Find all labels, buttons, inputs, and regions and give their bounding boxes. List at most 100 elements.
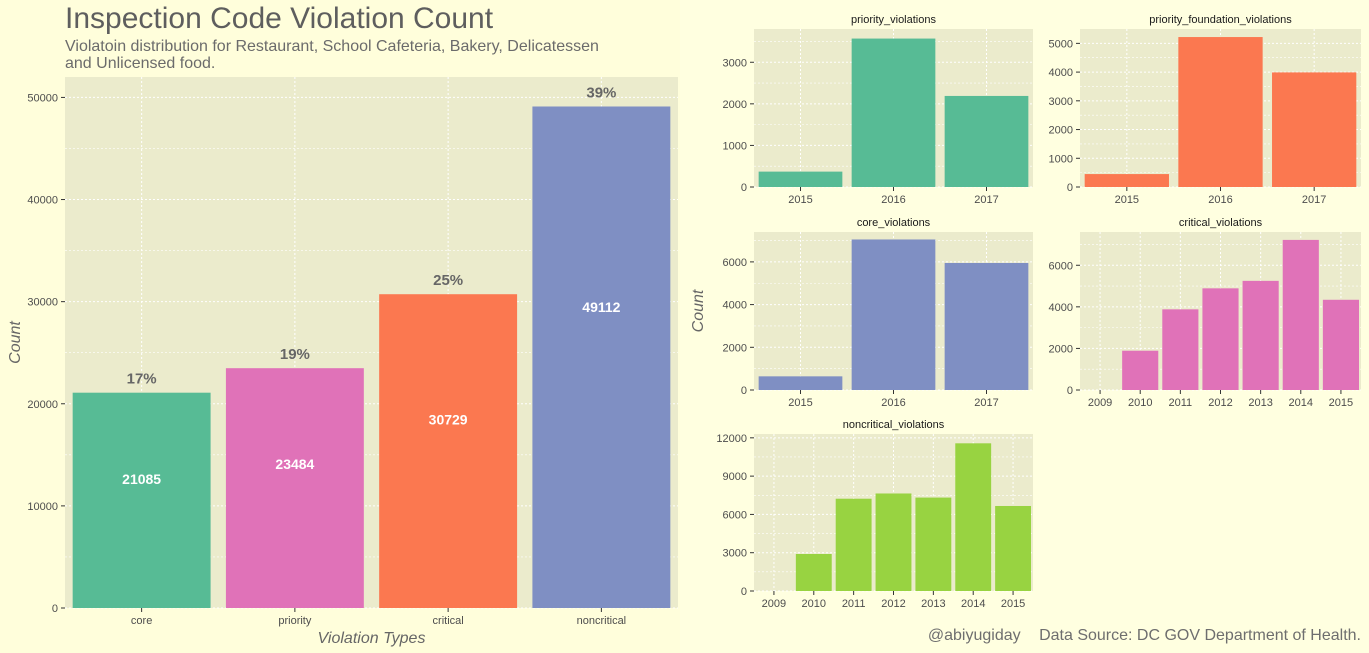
core_violations-ytick-label: 0: [741, 385, 747, 397]
overall-percent-label-priority: 19%: [280, 346, 310, 363]
noncritical_violations-ytick-label: 12000: [716, 433, 747, 445]
core_violations-xtick-label-2016: 2016: [881, 397, 905, 409]
noncritical_violations-xtick-label-2010: 2010: [802, 598, 826, 610]
core_violations-bar-2017: [944, 262, 1029, 390]
overall-bar-noncritical: [532, 106, 671, 609]
critical_violations-xtick-label-2011: 2011: [1169, 397, 1193, 409]
critical_violations-xtick-label-2015: 2015: [1329, 397, 1353, 409]
noncritical_violations-ytick-label: 0: [741, 586, 747, 598]
priority_violations-xtick-label-2016: 2016: [881, 194, 905, 206]
noncritical_violations-facet-title: noncritical_violations: [843, 419, 945, 431]
overall-percent-label-critical: 25%: [433, 272, 463, 289]
critical_violations-ytick-label: 2000: [1049, 343, 1073, 355]
critical_violations-xtick-label-2013: 2013: [1248, 397, 1272, 409]
priority_foundation_violations-facet-title: priority_foundation_violations: [1149, 14, 1292, 26]
data-source-credit: Data Source: DC GOV Department of Health…: [1039, 627, 1361, 644]
critical_violations-bar-2012: [1202, 288, 1239, 390]
priority_foundation_violations-ytick-label: 3000: [1049, 96, 1073, 108]
overall-y-axis-label: Count: [7, 321, 24, 364]
critical_violations-xtick-label-2009: 2009: [1088, 397, 1112, 409]
overall-percent-label-noncritical: 39%: [586, 84, 616, 101]
priority_foundation_violations-bar-2016: [1178, 37, 1263, 187]
overall-bar-core: [72, 392, 211, 608]
overall-xtick-label-critical: critical: [433, 615, 464, 627]
overall-xtick-label-noncritical: noncritical: [577, 615, 627, 627]
noncritical_violations-ytick-label: 6000: [723, 509, 747, 521]
critical_violations-ytick-label: 0: [1067, 385, 1073, 397]
priority_foundation_violations-ytick-label: 5000: [1049, 38, 1073, 50]
critical_violations-facet-title: critical_violations: [1179, 217, 1263, 229]
critical_violations-ytick-label: 4000: [1049, 302, 1073, 314]
priority_violations-ytick-label: 0: [741, 182, 747, 194]
priority_foundation_violations-xtick-label-2015: 2015: [1115, 194, 1139, 206]
author-credit: @abiyugiday: [927, 627, 1021, 644]
core_violations-xtick-label-2015: 2015: [788, 397, 812, 409]
critical_violations-xtick-label-2012: 2012: [1208, 397, 1232, 409]
noncritical_violations-xtick-label-2014: 2014: [961, 598, 985, 610]
noncritical_violations-bar-2011: [835, 498, 872, 591]
overall-value-label-critical: 30729: [429, 412, 468, 428]
overall-ytick-label: 50000: [27, 92, 58, 104]
core_violations-xtick-label-2017: 2017: [974, 397, 998, 409]
critical_violations-bar-2014: [1282, 239, 1319, 390]
overall-ytick-label: 10000: [27, 501, 58, 513]
noncritical_violations-xtick-label-2009: 2009: [762, 598, 786, 610]
core_violations-ytick-label: 6000: [723, 257, 747, 269]
priority_foundation_violations-ytick-label: 4000: [1049, 67, 1073, 79]
overall-xtick-label-core: core: [131, 615, 152, 627]
critical_violations-xtick-label-2010: 2010: [1128, 397, 1152, 409]
noncritical_violations-ytick-label: 3000: [723, 548, 747, 560]
overall-xtick-label-priority: priority: [278, 615, 312, 627]
critical_violations-bar-2011: [1162, 309, 1199, 390]
priority_violations-bar-2017: [944, 95, 1029, 187]
noncritical_violations-xtick-label-2011: 2011: [842, 598, 866, 610]
noncritical_violations-ytick-label: 9000: [723, 471, 747, 483]
priority_violations-ytick-label: 3000: [723, 57, 747, 69]
facets-y-axis-label: Count: [690, 289, 707, 332]
priority_foundation_violations-bar-2015: [1084, 174, 1169, 187]
priority_violations-facet-title: priority_violations: [851, 14, 936, 26]
priority_foundation_violations-xtick-label-2016: 2016: [1208, 194, 1232, 206]
core_violations-ytick-label: 4000: [723, 300, 747, 312]
priority_violations-ytick-label: 1000: [723, 140, 747, 152]
core_violations-bar-2016: [851, 239, 936, 390]
critical_violations-ytick-label: 6000: [1049, 260, 1073, 272]
critical_violations-xtick-label-2014: 2014: [1289, 397, 1313, 409]
overall-ytick-label: 0: [52, 603, 58, 615]
overall-ytick-label: 20000: [27, 399, 58, 411]
credit-line: @abiyugiday Data Source: DC GOV Departme…: [914, 627, 1361, 645]
priority_foundation_violations-ytick-label: 0: [1067, 182, 1073, 194]
critical_violations-bar-2015: [1322, 299, 1359, 390]
noncritical_violations-bar-2013: [915, 497, 952, 591]
critical_violations-bar-2010: [1122, 350, 1159, 390]
noncritical_violations-bar-2012: [875, 493, 912, 591]
core_violations-ytick-label: 2000: [723, 342, 747, 354]
overall-ytick-label: 30000: [27, 297, 58, 309]
overall-value-label-noncritical: 49112: [582, 299, 620, 315]
overall-ytick-label: 40000: [27, 195, 58, 207]
noncritical_violations-xtick-label-2013: 2013: [921, 598, 945, 610]
noncritical_violations-bar-2010: [795, 553, 832, 591]
critical_violations-bar-2013: [1242, 280, 1279, 390]
priority_violations-xtick-label-2015: 2015: [788, 194, 812, 206]
overall-x-axis-label: Violation Types: [318, 630, 426, 647]
priority_foundation_violations-xtick-label-2017: 2017: [1302, 194, 1326, 206]
priority_violations-bar-2015: [758, 171, 843, 187]
priority_violations-bar-2016: [851, 38, 936, 187]
priority_foundation_violations-ytick-label: 1000: [1049, 153, 1073, 165]
priority_violations-ytick-label: 2000: [723, 99, 747, 111]
chart-title: Inspection Code Violation Count: [65, 2, 494, 35]
overall-value-label-core: 21085: [122, 471, 161, 487]
overall-bar-priority: [225, 368, 364, 608]
core_violations-bar-2015: [758, 376, 843, 390]
overall-percent-label-core: 17%: [127, 371, 157, 388]
noncritical_violations-xtick-label-2015: 2015: [1001, 598, 1025, 610]
priority_violations-xtick-label-2017: 2017: [974, 194, 998, 206]
noncritical_violations-xtick-label-2012: 2012: [881, 598, 905, 610]
overall-bar-critical: [379, 294, 518, 608]
overall-value-label-priority: 23484: [275, 456, 314, 472]
noncritical_violations-bar-2014: [955, 443, 992, 591]
noncritical_violations-bar-2015: [995, 505, 1032, 591]
